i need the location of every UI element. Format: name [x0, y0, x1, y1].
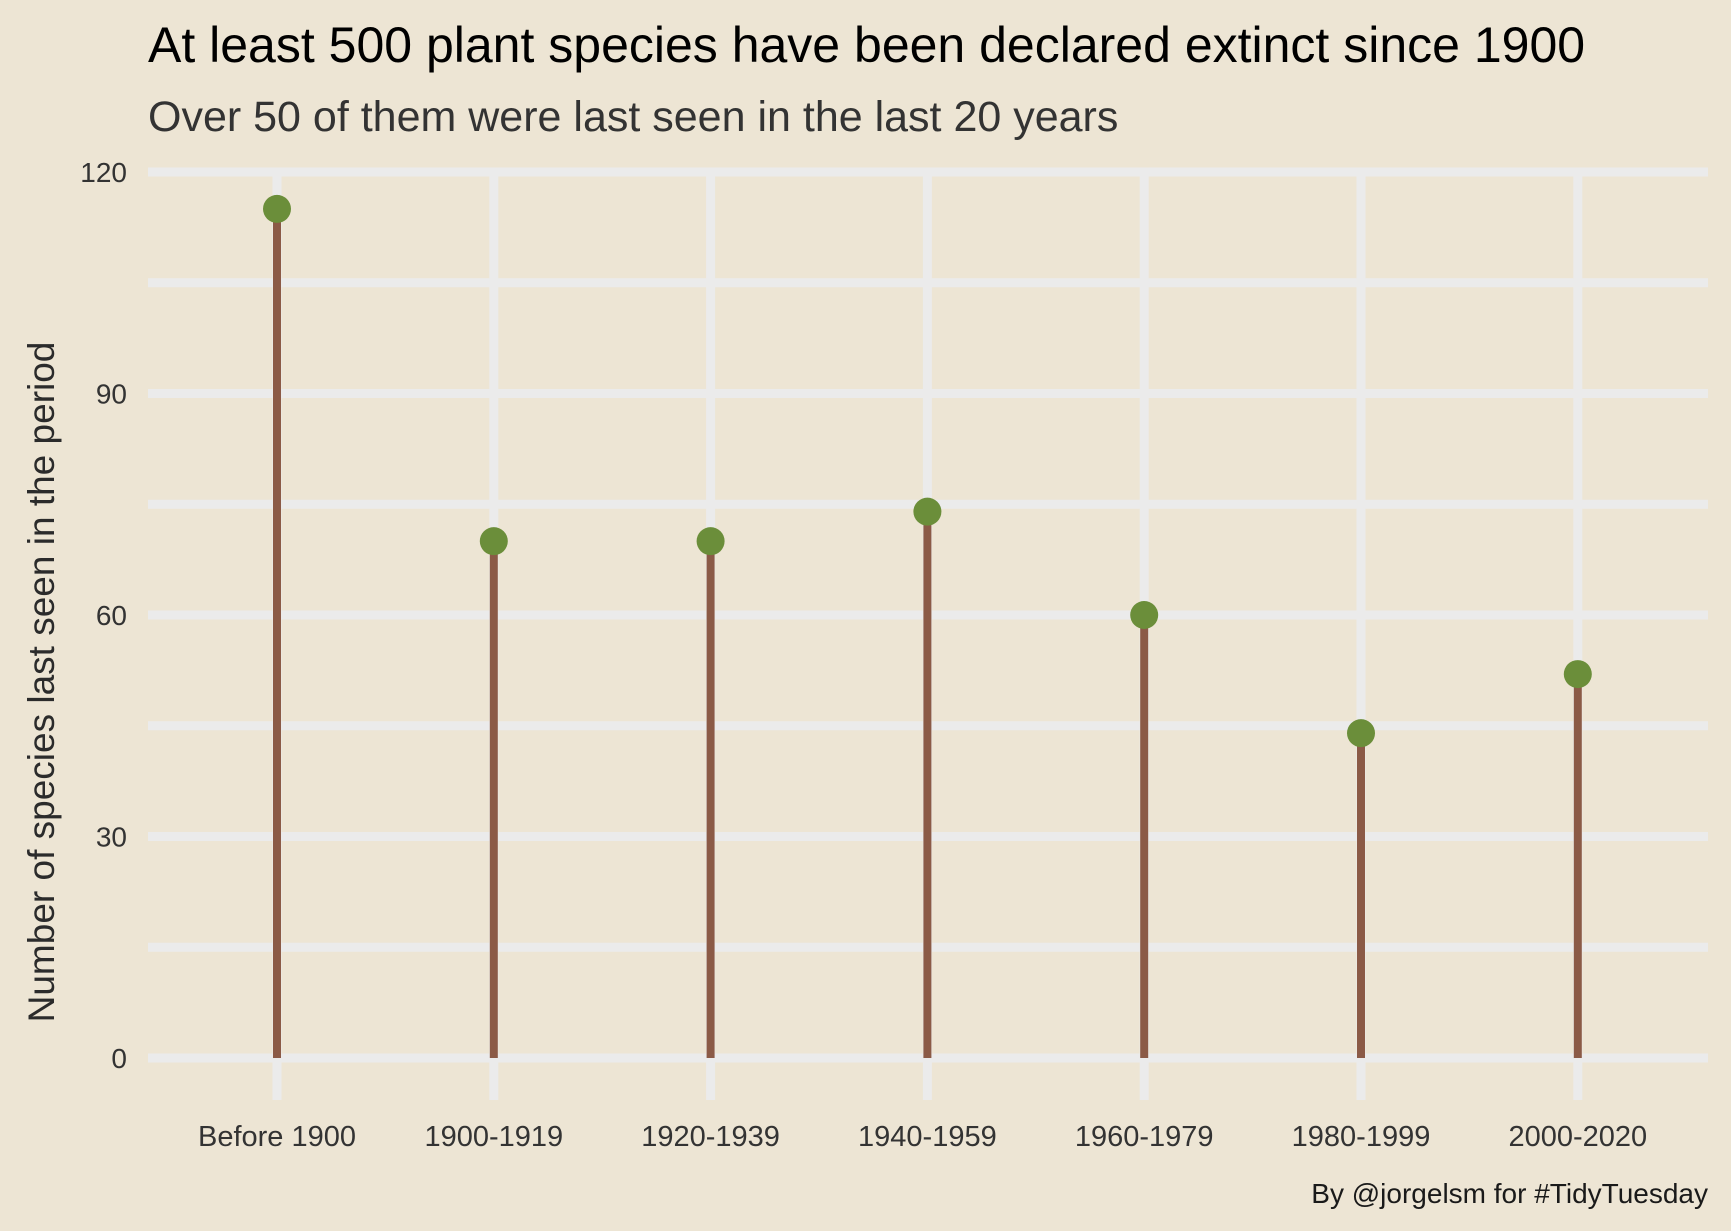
- x-tick-label: 1940-1959: [858, 1121, 997, 1153]
- x-tick-label: 1980-1999: [1292, 1121, 1431, 1153]
- lollipop-point: [696, 527, 725, 556]
- lollipop-point: [1563, 660, 1592, 689]
- x-tick-label: Before 1900: [198, 1121, 356, 1153]
- y-tick-label: 30: [96, 822, 127, 853]
- chart-caption: By @jorgelsm for #TidyTuesday: [1311, 1178, 1708, 1209]
- lollipop-point: [1130, 601, 1159, 629]
- chart-title: At least 500 plant species have been dec…: [148, 17, 1585, 73]
- chart-subtitle: Over 50 of them were last seen in the la…: [148, 93, 1118, 141]
- lollipop-point: [1347, 719, 1375, 748]
- lollipop-point: [263, 194, 291, 223]
- y-tick-label: 90: [96, 379, 127, 410]
- x-tick-label: 2000-2020: [1508, 1121, 1647, 1153]
- lollipop-points: [263, 194, 1592, 748]
- y-axis-ticks: 0 30 60 90 120: [80, 157, 127, 1074]
- x-tick-label: 1900-1919: [424, 1121, 563, 1153]
- lollipop-point: [913, 497, 942, 526]
- x-tick-label: 1920-1939: [641, 1121, 780, 1153]
- y-tick-label: 0: [111, 1043, 127, 1074]
- x-axis-ticks: Before 1900 1900-1919 1920-1939 1940-1959 19…: [198, 1121, 1647, 1153]
- x-tick-label: 1960-1979: [1075, 1121, 1214, 1153]
- lollipop-point: [479, 527, 508, 556]
- y-tick-label: 60: [96, 600, 127, 631]
- y-axis-title: Number of species last seen in the perio…: [21, 342, 62, 1023]
- y-tick-label: 120: [80, 157, 127, 188]
- lollipop-stems: [273, 208, 1582, 1058]
